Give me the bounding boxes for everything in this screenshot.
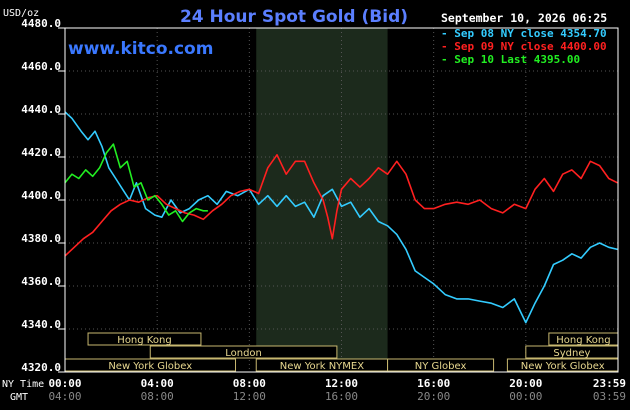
y-axis-unit-label: USD/oz (3, 8, 39, 19)
x-tick-label-ny: 08:00 (233, 377, 266, 390)
x-axis-gmt-label: GMT (10, 392, 28, 403)
x-axis-ny-time-label: NY Time (2, 379, 44, 390)
x-tick-label-gmt: 16:00 (325, 390, 358, 403)
session-bar (387, 358, 495, 372)
x-tick-label-ny: 20:00 (509, 377, 542, 390)
chart-timestamp: September 10, 2026 06:25 (441, 11, 607, 25)
session-label: London (225, 348, 262, 359)
x-tick-label-ny: 23:59 (593, 377, 626, 390)
y-tick-label: 4480.0 (21, 17, 61, 30)
session-bar (87, 332, 202, 346)
series-line-sep-08 (64, 111, 618, 324)
y-tick-label: 4320.0 (21, 361, 61, 374)
y-tick-label: 4460.0 (21, 60, 61, 73)
series-line-sep-10 (64, 143, 208, 223)
legend: - Sep 08 NY close 4354.70 - Sep 09 NY cl… (441, 27, 607, 66)
y-tick-label: 4380.0 (21, 232, 61, 245)
x-axis-tick-labels: 00:0004:0004:0008:0008:0012:0012:0016:00… (48, 377, 626, 403)
legend-item-sep-09: - Sep 09 NY close 4400.00 (441, 40, 607, 53)
x-tick-label-ny: 16:00 (417, 377, 450, 390)
y-tick-label: 4340.0 (21, 318, 61, 331)
session-bar (149, 345, 338, 359)
legend-item-sep-10: - Sep 10 Last 4395.00 (441, 53, 580, 66)
legend-item-sep-08: - Sep 08 NY close 4354.70 (441, 27, 607, 40)
x-tick-label-ny: 04:00 (141, 377, 174, 390)
x-tick-label-gmt: 20:00 (417, 390, 450, 403)
site-url: www.kitco.com (68, 39, 213, 59)
session-label: New York NYMEX (280, 361, 365, 372)
x-tick-label-gmt: 12:00 (233, 390, 266, 403)
session-label: New York Globex (521, 361, 605, 372)
y-axis-tick-labels: 4480.0 4460.0 4440.0 4420.0 4400.0 4380.0 4360… (21, 17, 61, 374)
y-tick-label: 4400.0 (21, 189, 61, 202)
y-tick-label: 4440.0 (21, 103, 61, 116)
session-label: Hong Kong (556, 335, 610, 346)
session-label: Sydney (553, 348, 590, 359)
y-tick-label: 4420.0 (21, 146, 61, 159)
series-line-sep-09 (64, 154, 618, 257)
x-tick-label-gmt: 08:00 (141, 390, 174, 403)
session-label: Hong Kong (117, 335, 171, 346)
price-series (64, 111, 618, 324)
session-label: New York Globex (108, 361, 192, 372)
session-label: NY Globex (415, 361, 467, 372)
x-tick-label-ny: 12:00 (325, 377, 358, 390)
y-tick-label: 4360.0 (21, 275, 61, 288)
x-tick-label-gmt: 03:59 (593, 390, 626, 403)
plot-frame (64, 27, 619, 373)
chart-title: 24 Hour Spot Gold (Bid) (180, 7, 408, 27)
x-tick-label-ny: 00:00 (48, 377, 81, 390)
x-tick-label-gmt: 00:00 (509, 390, 542, 403)
x-tick-label-gmt: 04:00 (48, 390, 81, 403)
